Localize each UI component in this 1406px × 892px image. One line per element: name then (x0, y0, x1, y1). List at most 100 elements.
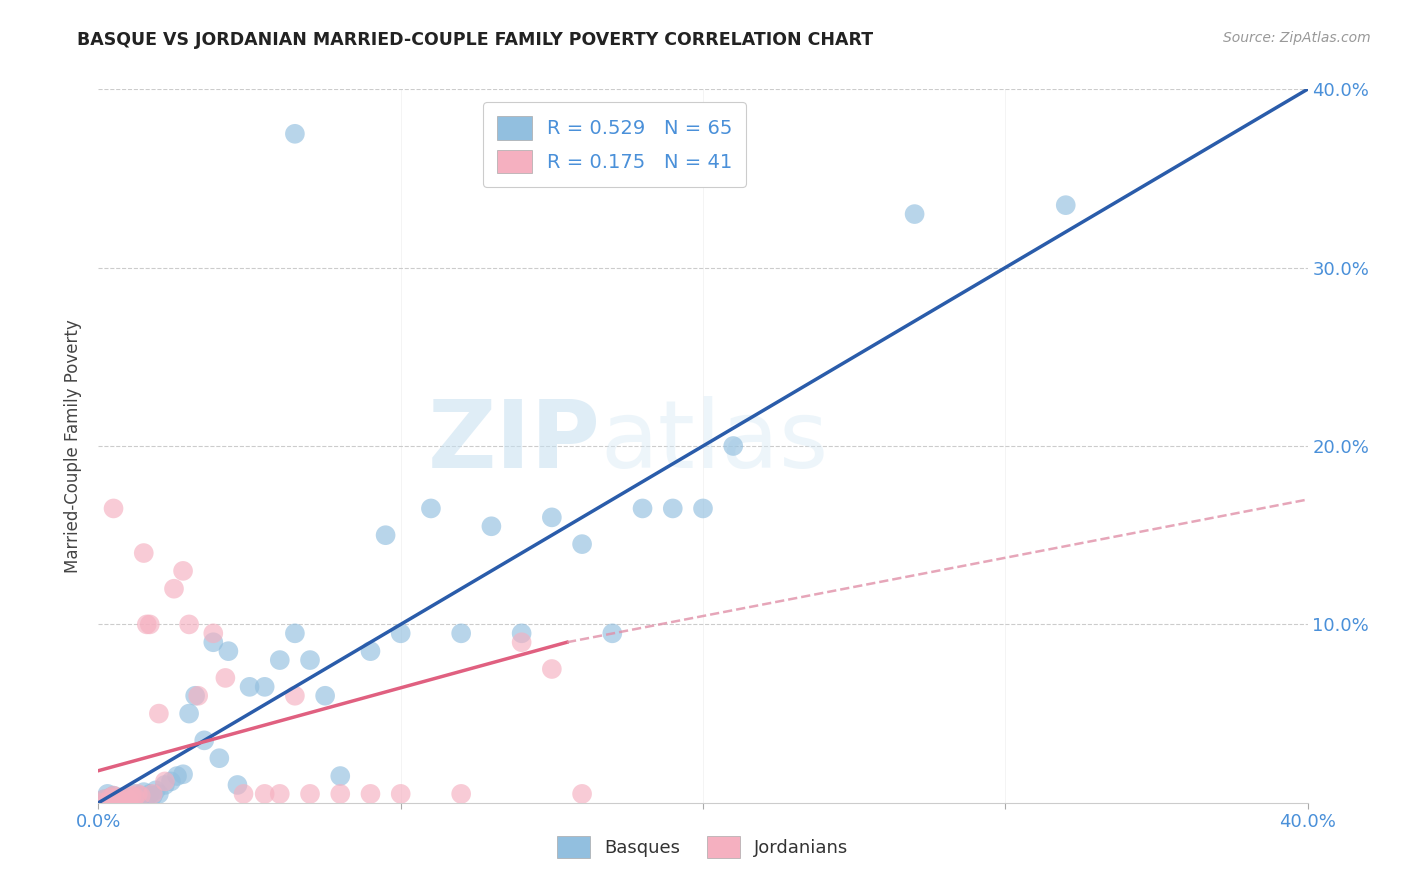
Point (118, 792, 141, 806)
Point (93, 792, 115, 806)
Point (179, 617, 201, 632)
Point (153, 778, 176, 792)
Point (96, 787, 118, 801)
Text: ZIP: ZIP (427, 396, 600, 489)
Point (571, 787, 593, 801)
Point (269, 653, 291, 667)
Point (153, 774, 176, 789)
Point (108, 790, 131, 805)
Point (148, 706, 170, 721)
Point (510, 626, 533, 640)
Point (232, 787, 254, 801)
Point (226, 778, 249, 792)
Text: BASQUE VS JORDANIAN MARRIED-COUPLE FAMILY POVERTY CORRELATION CHART: BASQUE VS JORDANIAN MARRIED-COUPLE FAMIL… (77, 31, 873, 49)
Point (284, 127, 307, 141)
Y-axis label: Married-Couple Family Poverty: Married-Couple Family Poverty (65, 319, 83, 573)
Point (160, 774, 183, 789)
Point (571, 537, 593, 551)
Point (105, 796, 128, 810)
Point (314, 689, 336, 703)
Point (602, 626, 624, 640)
Point (284, 689, 307, 703)
Point (723, 439, 745, 453)
Point (139, 617, 162, 632)
Point (135, 617, 157, 632)
Point (217, 644, 239, 658)
Point (389, 626, 412, 640)
Point (148, 787, 170, 801)
Point (114, 790, 136, 805)
Point (118, 796, 141, 810)
Point (904, 207, 927, 221)
Point (360, 644, 382, 658)
Point (142, 789, 165, 803)
Point (114, 790, 136, 805)
Point (208, 751, 231, 765)
Point (111, 796, 134, 810)
Point (253, 680, 276, 694)
Point (103, 501, 125, 516)
Point (179, 706, 201, 721)
Point (118, 792, 141, 806)
Point (692, 501, 714, 516)
Point (103, 789, 125, 803)
Point (132, 785, 155, 799)
Point (145, 783, 167, 797)
Point (124, 796, 146, 810)
Point (108, 794, 131, 808)
Point (374, 528, 396, 542)
Point (124, 787, 146, 801)
Point (121, 790, 143, 805)
Point (129, 789, 152, 803)
Point (420, 501, 443, 516)
Point (284, 626, 307, 640)
Point (111, 792, 134, 806)
Point (299, 653, 322, 667)
Point (631, 501, 654, 516)
Point (96, 796, 118, 810)
Point (93, 792, 115, 806)
Point (100, 796, 122, 810)
Point (121, 789, 143, 803)
Point (124, 790, 146, 805)
Point (450, 626, 472, 640)
Point (96, 796, 118, 810)
Point (253, 787, 276, 801)
Point (127, 787, 149, 801)
Point (193, 733, 215, 747)
Point (172, 564, 194, 578)
Point (510, 635, 533, 649)
Point (172, 767, 194, 781)
Point (121, 794, 143, 808)
Point (184, 689, 207, 703)
Point (214, 671, 236, 685)
Point (103, 794, 125, 808)
Point (103, 794, 125, 808)
Point (481, 519, 503, 533)
Point (239, 680, 262, 694)
Point (103, 789, 125, 803)
Point (139, 787, 162, 801)
Point (540, 510, 562, 524)
Point (142, 787, 165, 801)
Point (105, 796, 128, 810)
Point (135, 790, 157, 805)
Point (1054, 198, 1077, 212)
Point (105, 790, 128, 805)
Point (269, 787, 291, 801)
Point (389, 787, 412, 801)
Point (299, 787, 322, 801)
Point (105, 792, 128, 806)
Point (661, 501, 683, 516)
Point (90, 796, 112, 810)
Point (329, 769, 352, 783)
Point (202, 635, 225, 649)
Point (450, 787, 472, 801)
Point (163, 582, 186, 596)
Point (202, 626, 225, 640)
Text: atlas: atlas (600, 396, 828, 489)
Point (127, 792, 149, 806)
Point (100, 790, 122, 805)
Point (108, 792, 131, 806)
Point (111, 794, 134, 808)
